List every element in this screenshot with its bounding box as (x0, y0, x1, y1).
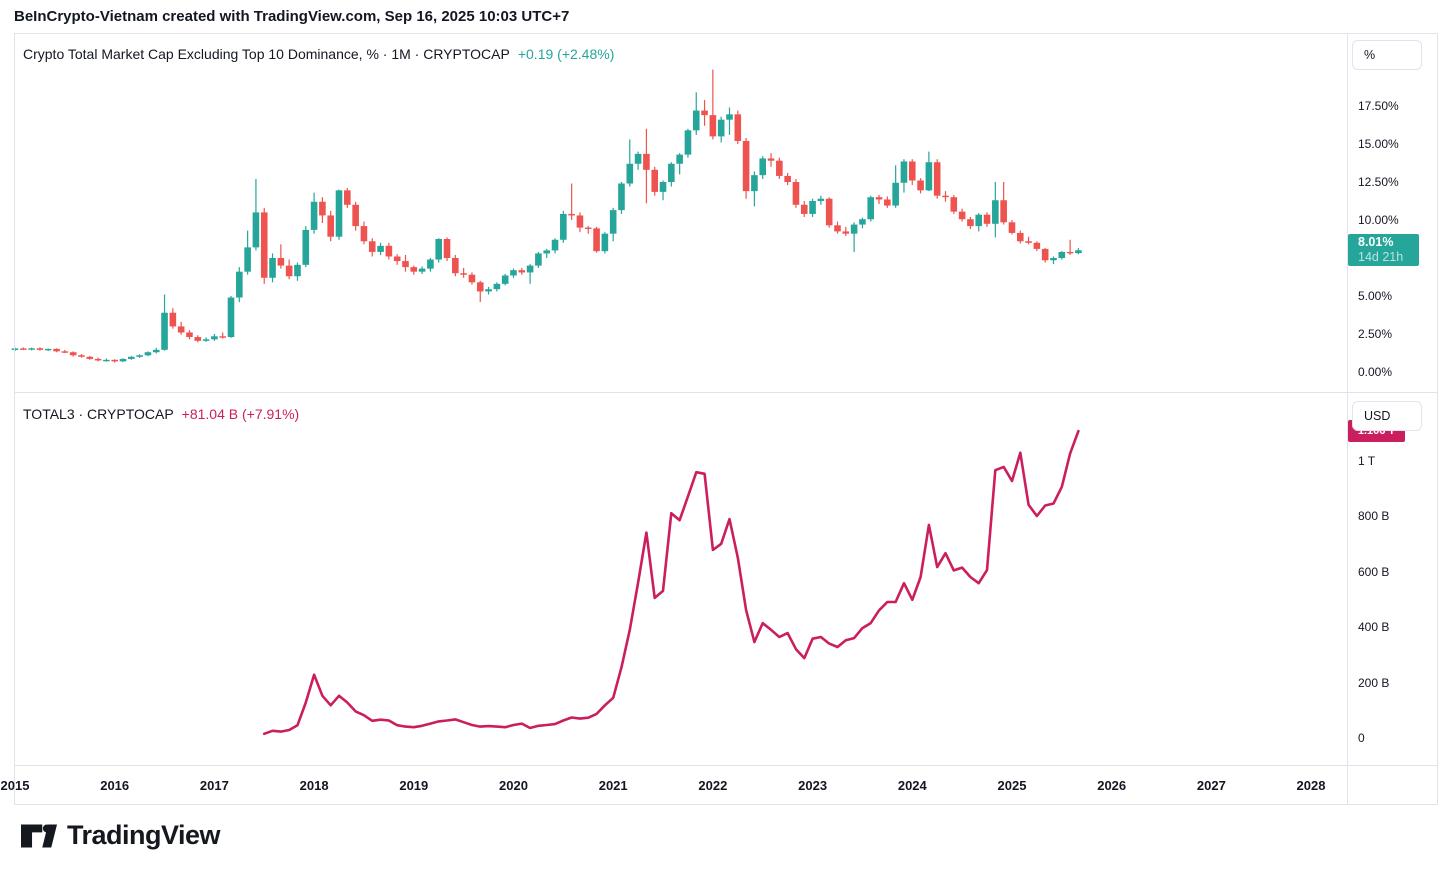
tradingview-logo[interactable]: TradingView (21, 820, 221, 851)
year-label: 2028 (1296, 778, 1326, 793)
total3-legend[interactable]: TOTAL3 · CRYPTOCAP +81.04 B (+7.91%) (23, 406, 299, 422)
year-label: 2023 (798, 778, 828, 793)
axis-tick-label: 5.00% (1358, 289, 1393, 303)
year-label: 2021 (598, 778, 628, 793)
percent-unit-button[interactable]: % (1352, 40, 1422, 70)
usd-unit-label: USD (1364, 409, 1391, 423)
year-label: 2026 (1097, 778, 1127, 793)
percent-unit-label: % (1364, 48, 1376, 62)
year-label: 2017 (199, 778, 229, 793)
axis-tick-label: 1 T (1358, 453, 1376, 468)
axis-tick-label: 600 B (1358, 564, 1390, 579)
bar-countdown: 14d 21h (1358, 250, 1404, 265)
tradingview-logo-text: TradingView (67, 820, 221, 850)
dominance-price-badge: 8.01% 14d 21h (1348, 234, 1419, 267)
axis-tick-label: 400 B (1358, 620, 1390, 634)
chart-right-border (1437, 33, 1438, 805)
axis-tick-label: 17.50% (1358, 99, 1399, 113)
axis-tick-label: 0.00% (1358, 365, 1393, 379)
usd-unit-button[interactable]: USD (1352, 401, 1422, 431)
total3-symbol-title[interactable]: TOTAL3 · CRYPTOCAP (23, 406, 174, 422)
total3-change-value: +81.04 B (+7.91%) (181, 406, 300, 422)
year-label: 2015 (0, 778, 30, 793)
dominance-change-value: +0.19 (+2.48%) (517, 46, 615, 62)
chart-bottom-border (14, 804, 1438, 805)
axis-tick-label: 10.00% (1358, 213, 1399, 227)
axis-tick-label: 12.50% (1358, 175, 1399, 189)
tradingview-logo-icon (21, 824, 57, 847)
time-axis-separator (14, 765, 1438, 766)
price-scale-separator (1347, 33, 1348, 805)
axis-tick-label: 200 B (1358, 675, 1390, 690)
pane-separator[interactable] (14, 392, 1438, 393)
axis-tick-label: 800 B (1358, 509, 1390, 523)
attribution-header: BeInCrypto-Vietnam created with TradingV… (14, 8, 570, 25)
axis-tick-label: 0 (1358, 731, 1365, 745)
year-label: 2019 (399, 778, 429, 793)
year-label: 2024 (897, 778, 927, 793)
year-label: 2018 (299, 778, 329, 793)
axis-tick-label: 2.50% (1358, 327, 1393, 341)
year-label: 2020 (499, 778, 528, 793)
axis-tick-label: 15.00% (1358, 137, 1399, 151)
dominance-symbol-title[interactable]: Crypto Total Market Cap Excluding Top 10… (23, 46, 510, 62)
chart-left-border (14, 33, 15, 805)
year-label: 2027 (1196, 778, 1226, 793)
year-label: 2022 (698, 778, 728, 793)
dominance-last-value: 8.01% (1358, 235, 1394, 250)
chart-top-border (14, 33, 1438, 34)
total3-line-series (262, 429, 1080, 736)
year-label: 2016 (100, 778, 130, 793)
candlestick-series (11, 69, 1082, 363)
year-label: 2025 (997, 778, 1027, 793)
dominance-legend[interactable]: Crypto Total Market Cap Excluding Top 10… (23, 46, 614, 62)
